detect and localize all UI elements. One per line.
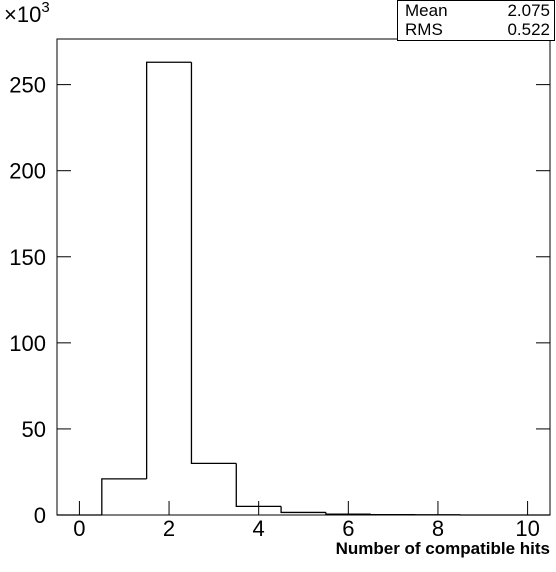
y-tick-label: 100 — [9, 331, 46, 356]
y-tick-label: 250 — [9, 73, 46, 98]
x-tick-label: 6 — [342, 516, 354, 541]
x-tick-label: 0 — [73, 516, 85, 541]
stats-rms: 0.522 — [507, 20, 550, 39]
y-tick-label: 50 — [22, 417, 46, 442]
x-tick-label: 8 — [432, 516, 444, 541]
y-tick-label: 150 — [9, 245, 46, 270]
x-tick-label: 4 — [253, 516, 265, 541]
x-axis-label: Number of compatible hits — [336, 539, 550, 558]
x-tick-label: 10 — [515, 516, 539, 541]
y-tick-label: 0 — [34, 503, 46, 528]
stats-box: Mean 2.075 RMS 0.522 — [398, 1, 555, 41]
stats-mean: 2.075 — [507, 1, 550, 20]
y-multiplier-exponent: 3 — [41, 0, 49, 16]
stats-rms-label: RMS — [405, 20, 443, 39]
y-tick-label: 200 — [9, 159, 46, 184]
x-tick-label: 2 — [163, 516, 175, 541]
stats-mean-label: Mean — [405, 1, 448, 20]
y-multiplier-base: ×10 — [4, 2, 41, 27]
